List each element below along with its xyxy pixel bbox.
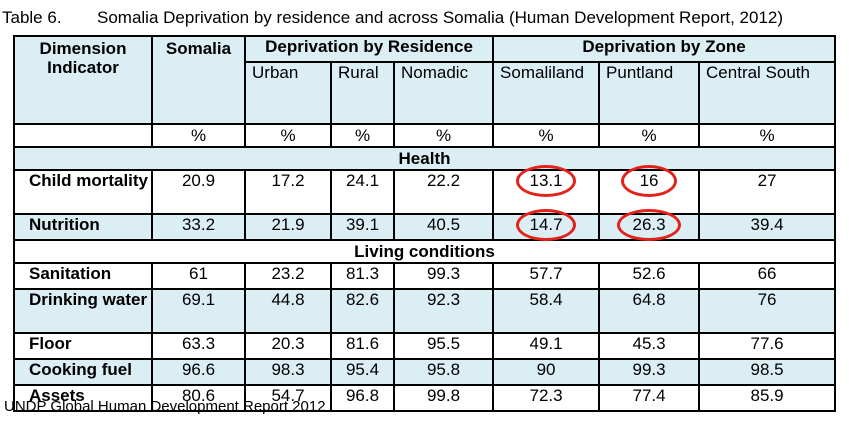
cell-value: 13.1 [529,171,563,190]
table-caption: Table 6. Somalia Deprivation by residence… [2,8,783,28]
cell-value: 26.3 [632,215,666,234]
cell-nomadic: 92.3 [392,288,495,334]
unit-cell: % [598,123,701,148]
unit-cell: % [330,123,395,148]
cell-central-south: 77.6 [698,332,837,360]
table-row: Nutrition 33.2 21.9 39.1 40.5 14.7 26.3 … [13,208,837,241]
cell-value: 16 [639,171,659,190]
table-number: Table 6. [2,8,62,27]
cell-rural: 39.1 [330,213,395,241]
cell-urban: 98.3 [244,358,332,386]
cell-somalia: 96.6 [151,358,246,386]
cell-somaliland: 13.1 [492,164,601,215]
cell-nomadic: 95.5 [392,332,495,360]
unit-cell: % [244,123,332,148]
cell-central-south: 39.4 [698,213,837,241]
cell-somaliland: 72.3 [492,384,601,412]
table-row: Sanitation 61 23.2 81.3 99.3 57.7 52.6 6… [13,262,837,290]
cell-somaliland: 58.4 [492,288,601,334]
header-rural: Rural [330,61,395,125]
row-label: Sanitation [13,262,153,290]
section-row-health: Health [12,146,837,171]
header-puntland: Puntland [598,61,701,125]
row-label: Cooking fuel [13,358,153,386]
header-row-2: Urban Rural Nomadic Somaliland Puntland … [14,61,837,125]
header-central-south: Central South [698,61,837,125]
cell-puntland: 16 [598,164,701,215]
cell-puntland: 52.6 [598,262,701,290]
table-row: Child mortality 20.9 17.2 24.1 22.2 13.1… [13,164,837,215]
source-note: UNDP Global Human Development Report 201… [4,398,326,415]
header-zone-group: Deprivation by Zone [492,35,837,63]
table-row: Drinking water 69.1 44.8 82.6 92.3 58.4 … [13,288,837,334]
cell-urban: 21.9 [244,213,332,241]
row-label: Assets [13,384,153,412]
cell-urban: 54.7 [244,384,332,412]
cell-puntland: 45.3 [598,332,701,360]
unit-row: % % % % % % % [13,123,837,148]
table-row: Cooking fuel 96.6 98.3 95.4 95.8 90 99.3… [13,358,837,386]
table-row: Floor 63.3 20.3 81.6 95.5 49.1 45.3 77.6 [13,332,837,360]
cell-central-south: 66 [698,262,837,290]
cell-somaliland: 14.7 [492,208,601,241]
header-residence-group: Deprivation by Residence [243,35,495,63]
header-row-1: Dimension Indicator Somalia Deprivation … [13,35,837,125]
unit-cell: % [392,123,495,148]
cell-rural: 96.8 [330,384,395,412]
row-label: Drinking water [13,288,153,334]
cell-rural: 95.4 [330,358,395,386]
cell-puntland: 26.3 [598,208,701,241]
deprivation-table: Dimension Indicator Somalia Deprivation … [12,35,837,412]
cell-somalia: 63.3 [151,332,246,360]
cell-value: 14.7 [529,215,563,234]
section-living-conditions: Living conditions [12,239,837,264]
cell-central-south: 98.5 [698,358,837,386]
section-row-living: Living conditions [12,239,837,264]
cell-rural: 82.6 [330,288,395,334]
cell-puntland: 64.8 [598,288,701,334]
row-label: Child mortality [13,169,153,215]
cell-nomadic: 22.2 [392,169,495,215]
cell-nomadic: 95.8 [392,358,495,386]
cell-puntland: 77.4 [598,384,701,412]
header-urban: Urban [244,61,332,125]
cell-urban: 23.2 [244,262,332,290]
cell-somaliland: 49.1 [492,332,601,360]
cell-nomadic: 99.3 [392,262,495,290]
header-dimension: Dimension Indicator [13,35,153,125]
cell-central-south: 27 [698,169,837,215]
header-somaliland: Somaliland [492,61,601,125]
cell-somalia: 80.6 [151,384,246,412]
unit-cell: % [698,123,837,148]
cell-nomadic: 99.8 [392,384,495,412]
table-row: Assets 80.6 54.7 96.8 99.8 72.3 77.4 85.… [13,384,837,412]
cell-somaliland: 90 [492,358,601,386]
cell-urban: 44.8 [244,288,332,334]
cell-nomadic: 40.5 [392,213,495,241]
cell-rural: 81.3 [330,262,395,290]
cell-somalia: 20.9 [151,169,246,215]
header-nomadic: Nomadic [392,61,495,125]
header-somalia: Somalia [151,35,246,125]
cell-rural: 24.1 [330,169,395,215]
cell-central-south: 85.9 [698,384,837,412]
cell-puntland: 99.3 [598,358,701,386]
cell-rural: 81.6 [330,332,395,360]
cell-somalia: 33.2 [151,213,246,241]
cell-somalia: 69.1 [151,288,246,334]
cell-somalia: 61 [151,262,246,290]
unit-cell-empty [13,123,153,148]
unit-cell: % [492,123,601,148]
row-label: Floor [13,332,153,360]
unit-cell: % [151,123,246,148]
cell-somaliland: 57.7 [492,262,601,290]
cell-urban: 20.3 [244,332,332,360]
table-title: Somalia Deprivation by residence and acr… [97,8,784,27]
row-label: Nutrition [13,213,153,241]
cell-central-south: 76 [698,288,837,334]
cell-urban: 17.2 [244,169,332,215]
section-health: Health [12,146,837,171]
